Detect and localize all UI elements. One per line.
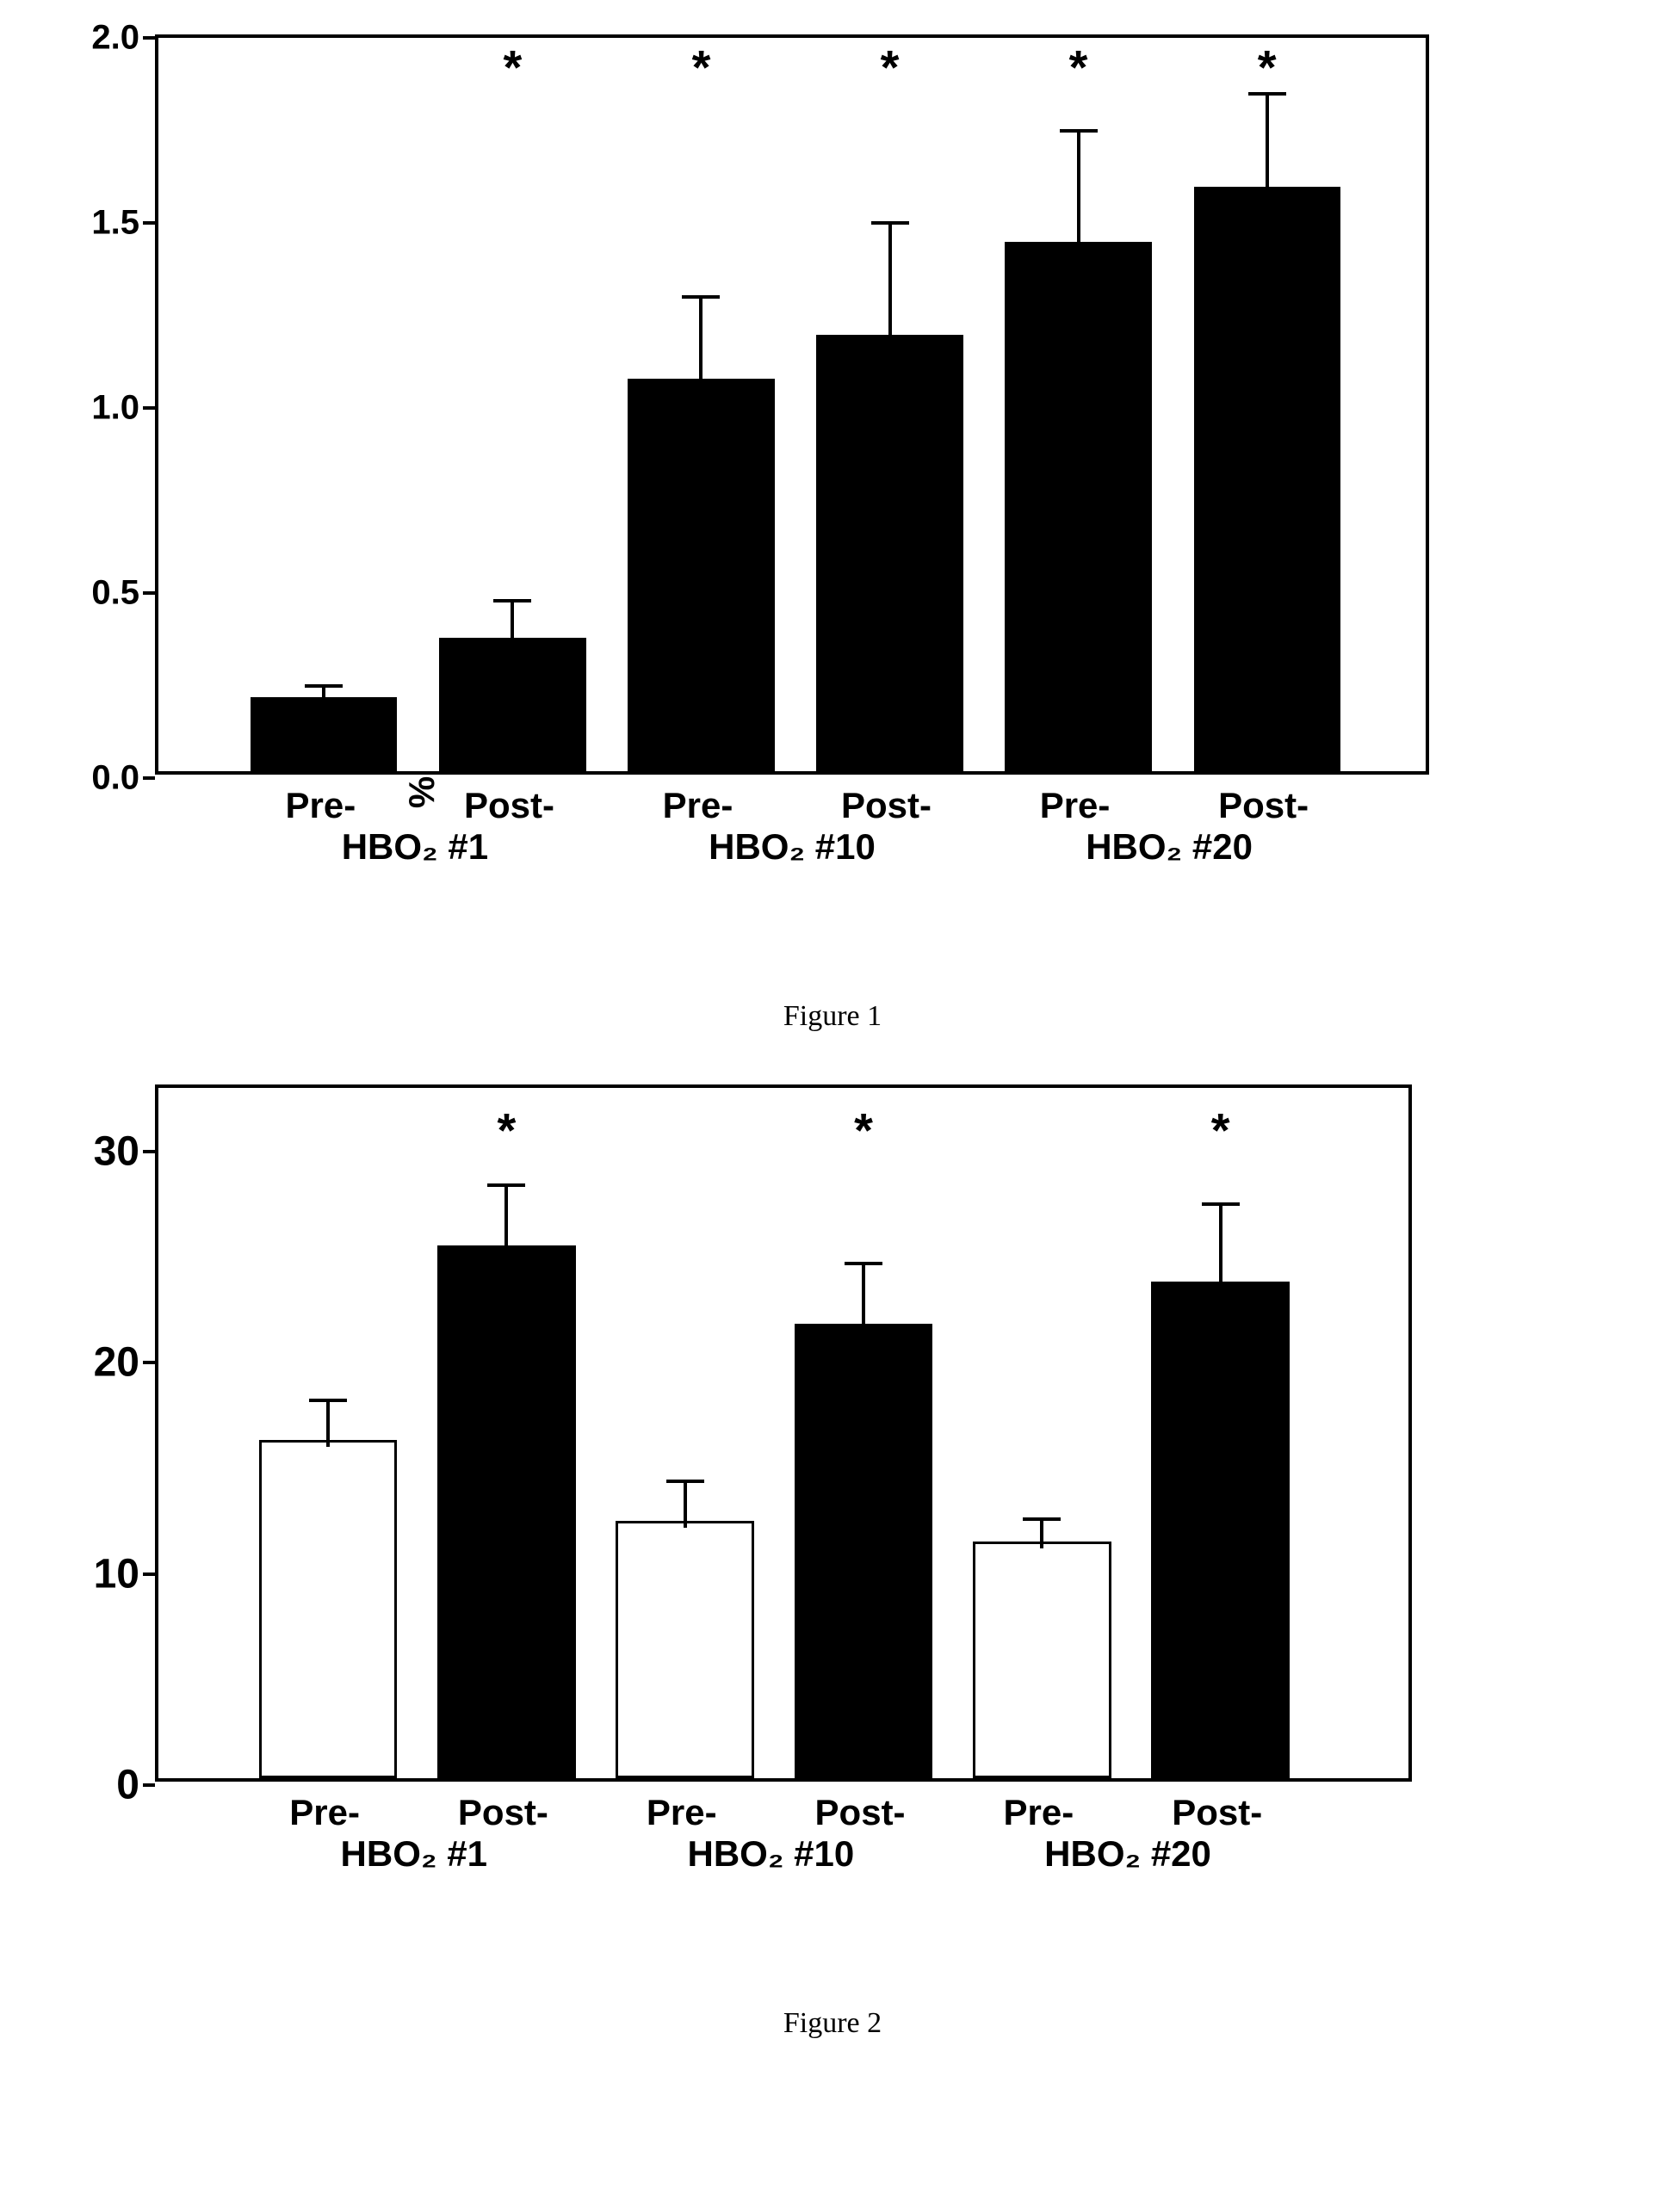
ytick-label: 10 bbox=[94, 1550, 139, 1597]
xlabel: Pre- bbox=[1040, 785, 1111, 826]
xlabel: Post- bbox=[1172, 1792, 1262, 1833]
figure-1: % CD 34+ IN GATED CELL POPULATION ***** … bbox=[34, 34, 1631, 1033]
bar bbox=[439, 638, 585, 771]
ytick bbox=[143, 1361, 155, 1364]
error-bar bbox=[1077, 131, 1080, 250]
significance-star: * bbox=[498, 1103, 517, 1159]
xlabel: Pre- bbox=[286, 785, 356, 826]
xlabel: Pre- bbox=[647, 1792, 717, 1833]
ytick bbox=[143, 776, 155, 780]
ytick-label: 20 bbox=[94, 1339, 139, 1387]
significance-star: * bbox=[1211, 1103, 1230, 1159]
error-bar bbox=[511, 601, 514, 646]
xgroup-label: HBO₂ #10 bbox=[688, 1833, 855, 1875]
error-bar-cap bbox=[1202, 1202, 1240, 1206]
bar bbox=[1005, 242, 1151, 771]
bar bbox=[795, 1324, 933, 1778]
figure-2-xlabels: Pre-Post-Pre-Post-Pre-Post-HBO₂ #1HBO₂ #… bbox=[155, 1792, 1412, 1895]
bar bbox=[973, 1542, 1111, 1778]
xgroup-label: HBO₂ #10 bbox=[709, 826, 876, 868]
xlabel: Pre- bbox=[1004, 1792, 1074, 1833]
ytick bbox=[143, 591, 155, 595]
ytick-label: 1.5 bbox=[91, 204, 139, 243]
error-bar-cap bbox=[666, 1480, 704, 1483]
error-bar bbox=[699, 297, 703, 386]
page: % CD 34+ IN GATED CELL POPULATION ***** … bbox=[34, 34, 1631, 2040]
error-bar-cap bbox=[682, 295, 720, 299]
bar bbox=[1194, 187, 1340, 771]
error-bar bbox=[504, 1185, 508, 1253]
error-bar-cap bbox=[309, 1399, 347, 1402]
significance-star: * bbox=[1258, 40, 1277, 96]
bar bbox=[1151, 1282, 1290, 1778]
xlabel: Post- bbox=[1218, 785, 1309, 826]
ytick bbox=[143, 1783, 155, 1787]
figure-1-caption: Figure 1 bbox=[34, 1000, 1631, 1033]
ytick-label: 1.0 bbox=[91, 389, 139, 428]
error-bar-cap bbox=[305, 684, 343, 688]
ytick-label: 0.5 bbox=[91, 574, 139, 613]
error-bar bbox=[1219, 1204, 1222, 1288]
error-bar bbox=[862, 1264, 865, 1332]
bar bbox=[628, 379, 774, 771]
ytick-label: 0.0 bbox=[91, 759, 139, 798]
figure-2-chart: CFC /100,000 plated cells *** 0102030 Pr… bbox=[155, 1084, 1631, 1895]
error-bar bbox=[1266, 94, 1269, 194]
significance-star: * bbox=[1069, 40, 1088, 96]
significance-star: * bbox=[854, 1103, 873, 1159]
ytick-label: 2.0 bbox=[91, 19, 139, 58]
bar bbox=[259, 1440, 398, 1778]
error-bar-cap bbox=[871, 221, 909, 225]
xgroup-label: HBO₂ #1 bbox=[342, 826, 488, 868]
figure-2-caption: Figure 2 bbox=[34, 2007, 1631, 2040]
xlabel: Post- bbox=[464, 785, 554, 826]
xlabel: Pre- bbox=[289, 1792, 360, 1833]
error-bar bbox=[684, 1481, 687, 1528]
error-bar bbox=[1040, 1519, 1043, 1548]
significance-star: * bbox=[881, 40, 900, 96]
figure-1-plot-area: * * * * * bbox=[158, 38, 1426, 771]
xgroup-label: HBO₂ #20 bbox=[1044, 1833, 1211, 1875]
error-bar-cap bbox=[845, 1262, 882, 1265]
figure-2-plot-area: * * * bbox=[158, 1088, 1408, 1778]
error-bar-cap bbox=[487, 1183, 525, 1187]
figure-2: CFC /100,000 plated cells *** 0102030 Pr… bbox=[34, 1084, 1631, 2040]
bar bbox=[816, 335, 962, 771]
figure-2-plot-frame: *** 0102030 bbox=[155, 1084, 1412, 1782]
bar bbox=[437, 1245, 576, 1778]
ytick bbox=[143, 221, 155, 225]
significance-star: * bbox=[692, 40, 711, 96]
ytick bbox=[143, 406, 155, 410]
bar bbox=[616, 1521, 754, 1778]
xgroup-label: HBO₂ #1 bbox=[341, 1833, 487, 1875]
ytick-label: 0 bbox=[116, 1762, 139, 1809]
ytick bbox=[143, 36, 155, 40]
figure-1-chart: % CD 34+ IN GATED CELL POPULATION ***** … bbox=[155, 34, 1631, 888]
significance-star: * bbox=[504, 40, 523, 96]
ytick-label: 30 bbox=[94, 1128, 139, 1175]
bar bbox=[251, 697, 397, 771]
ytick bbox=[143, 1150, 155, 1153]
xlabel: Post- bbox=[815, 1792, 906, 1833]
xlabel: Post- bbox=[841, 785, 932, 826]
error-bar bbox=[326, 1400, 330, 1447]
xgroup-label: HBO₂ #20 bbox=[1086, 826, 1253, 868]
error-bar bbox=[322, 686, 325, 705]
ytick bbox=[143, 1572, 155, 1576]
xlabel: Post- bbox=[458, 1792, 548, 1833]
error-bar-cap bbox=[493, 599, 531, 602]
error-bar-cap bbox=[1023, 1517, 1061, 1521]
error-bar bbox=[888, 223, 892, 342]
xlabel: Pre- bbox=[663, 785, 733, 826]
error-bar-cap bbox=[1060, 129, 1098, 133]
figure-1-plot-frame: ***** 0.00.51.01.52.0 bbox=[155, 34, 1429, 775]
figure-1-xlabels: Pre-Post-Pre-Post-Pre-Post-HBO₂ #1HBO₂ #… bbox=[155, 785, 1429, 888]
